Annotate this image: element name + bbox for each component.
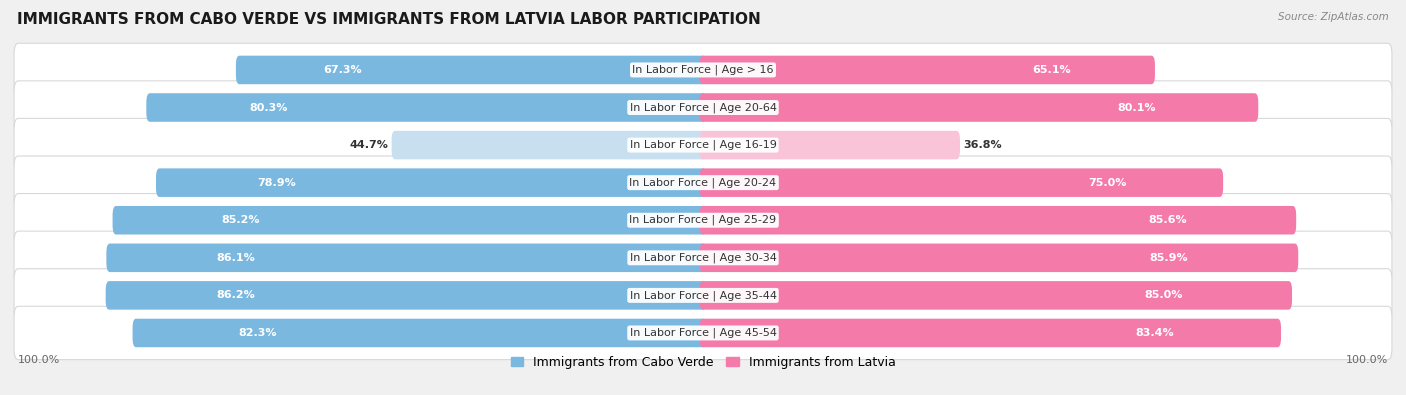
FancyBboxPatch shape	[14, 156, 1392, 209]
FancyBboxPatch shape	[700, 93, 1258, 122]
FancyBboxPatch shape	[14, 81, 1392, 134]
Text: In Labor Force | Age > 16: In Labor Force | Age > 16	[633, 65, 773, 75]
FancyBboxPatch shape	[107, 244, 706, 272]
FancyBboxPatch shape	[112, 206, 706, 235]
FancyBboxPatch shape	[146, 93, 706, 122]
Text: 85.9%: 85.9%	[1150, 253, 1188, 263]
FancyBboxPatch shape	[132, 319, 706, 347]
Text: 86.1%: 86.1%	[217, 253, 256, 263]
Text: In Labor Force | Age 45-54: In Labor Force | Age 45-54	[630, 328, 776, 338]
Text: In Labor Force | Age 16-19: In Labor Force | Age 16-19	[630, 140, 776, 150]
Text: 36.8%: 36.8%	[963, 140, 1002, 150]
Text: In Labor Force | Age 25-29: In Labor Force | Age 25-29	[630, 215, 776, 226]
Text: In Labor Force | Age 35-44: In Labor Force | Age 35-44	[630, 290, 776, 301]
Text: In Labor Force | Age 30-34: In Labor Force | Age 30-34	[630, 252, 776, 263]
Text: 100.0%: 100.0%	[18, 355, 60, 365]
Text: 83.4%: 83.4%	[1136, 328, 1174, 338]
Text: In Labor Force | Age 20-64: In Labor Force | Age 20-64	[630, 102, 776, 113]
Text: 75.0%: 75.0%	[1088, 178, 1126, 188]
Text: 80.1%: 80.1%	[1116, 103, 1156, 113]
Text: 86.2%: 86.2%	[217, 290, 254, 300]
FancyBboxPatch shape	[700, 56, 1154, 84]
FancyBboxPatch shape	[156, 168, 706, 197]
FancyBboxPatch shape	[700, 131, 960, 159]
Text: 85.6%: 85.6%	[1147, 215, 1187, 225]
FancyBboxPatch shape	[236, 56, 706, 84]
FancyBboxPatch shape	[392, 131, 706, 159]
Text: Source: ZipAtlas.com: Source: ZipAtlas.com	[1278, 12, 1389, 22]
FancyBboxPatch shape	[700, 244, 1298, 272]
Text: 85.2%: 85.2%	[222, 215, 260, 225]
Text: 80.3%: 80.3%	[249, 103, 288, 113]
FancyBboxPatch shape	[14, 194, 1392, 247]
Text: 82.3%: 82.3%	[238, 328, 277, 338]
FancyBboxPatch shape	[14, 118, 1392, 172]
FancyBboxPatch shape	[14, 306, 1392, 359]
FancyBboxPatch shape	[105, 281, 706, 310]
Text: 100.0%: 100.0%	[1346, 355, 1388, 365]
Text: 78.9%: 78.9%	[257, 178, 297, 188]
Text: In Labor Force | Age 20-24: In Labor Force | Age 20-24	[630, 177, 776, 188]
FancyBboxPatch shape	[700, 281, 1292, 310]
FancyBboxPatch shape	[700, 319, 1281, 347]
Legend: Immigrants from Cabo Verde, Immigrants from Latvia: Immigrants from Cabo Verde, Immigrants f…	[506, 351, 900, 374]
Text: 67.3%: 67.3%	[323, 65, 361, 75]
FancyBboxPatch shape	[700, 168, 1223, 197]
FancyBboxPatch shape	[700, 206, 1296, 235]
FancyBboxPatch shape	[14, 43, 1392, 97]
FancyBboxPatch shape	[14, 231, 1392, 284]
Text: 65.1%: 65.1%	[1032, 65, 1071, 75]
Text: IMMIGRANTS FROM CABO VERDE VS IMMIGRANTS FROM LATVIA LABOR PARTICIPATION: IMMIGRANTS FROM CABO VERDE VS IMMIGRANTS…	[17, 12, 761, 27]
Text: 44.7%: 44.7%	[349, 140, 388, 150]
Text: 85.0%: 85.0%	[1144, 290, 1184, 300]
FancyBboxPatch shape	[14, 269, 1392, 322]
